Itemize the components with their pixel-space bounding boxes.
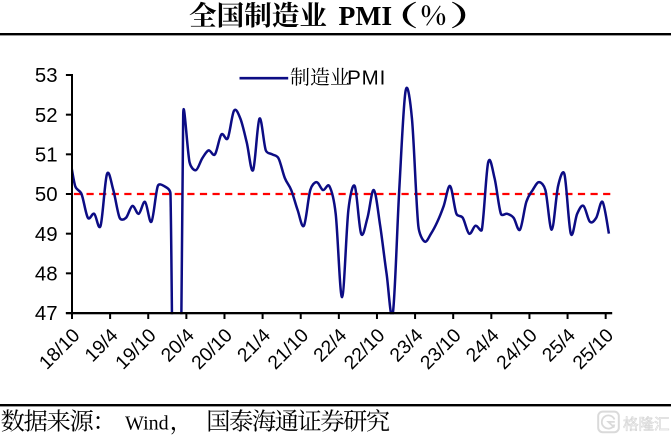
svg-text:52: 52 (35, 105, 58, 127)
svg-text:50: 50 (35, 184, 58, 206)
svg-text:PMI: PMI (339, 0, 393, 31)
svg-text:Wind: Wind (125, 413, 169, 435)
svg-text:53: 53 (35, 65, 58, 87)
svg-text:PMI: PMI (347, 67, 386, 90)
svg-text:49: 49 (35, 224, 58, 246)
svg-text:48: 48 (35, 264, 58, 286)
svg-text:47: 47 (35, 303, 58, 325)
svg-text:51: 51 (35, 145, 58, 167)
